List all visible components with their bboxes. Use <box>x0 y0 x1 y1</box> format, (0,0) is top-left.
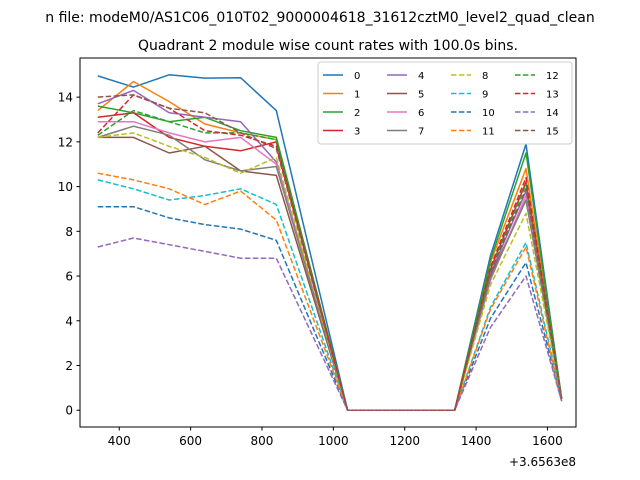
y-tick-label: 6 <box>65 270 73 284</box>
y-tick-label: 4 <box>65 314 73 328</box>
x-tick-label: 1000 <box>318 434 349 448</box>
legend-label-10: 10 <box>482 108 495 119</box>
legend-label-1: 1 <box>354 90 360 101</box>
legend-label-0: 0 <box>354 71 360 82</box>
chart-title: Quadrant 2 module wise count rates with … <box>138 38 518 54</box>
legend-label-8: 8 <box>482 71 488 82</box>
x-tick-label: 400 <box>108 434 131 448</box>
axes-frame <box>79 57 577 428</box>
x-tick-label: 800 <box>251 434 274 448</box>
y-tick-label: 0 <box>65 404 73 418</box>
y-tick-label: 8 <box>65 225 73 239</box>
legend-label-11: 11 <box>482 127 495 138</box>
x-tick-label: 600 <box>179 434 202 448</box>
legend-label-4: 4 <box>418 71 424 82</box>
legend-label-15: 15 <box>546 127 559 138</box>
legend-box <box>317 61 573 145</box>
y-tick-label: 10 <box>58 180 73 194</box>
series-line-15 <box>97 94 563 411</box>
x-tick-label: 1600 <box>532 434 563 448</box>
x-tick-label: 1400 <box>461 434 492 448</box>
legend-label-13: 13 <box>546 90 559 101</box>
legend-label-9: 9 <box>482 90 488 101</box>
legend-label-2: 2 <box>354 108 360 119</box>
legend-label-14: 14 <box>546 108 559 119</box>
series-layer <box>97 74 563 411</box>
y-tick-label: 12 <box>58 135 73 149</box>
legend-label-12: 12 <box>546 71 559 82</box>
legend-label-5: 5 <box>418 90 424 101</box>
x-tick-label: 1200 <box>389 434 420 448</box>
legend-label-3: 3 <box>354 127 360 138</box>
y-tick-label: 14 <box>58 91 73 105</box>
legend-label-6: 6 <box>418 108 424 119</box>
y-tick-label: 2 <box>65 359 73 373</box>
x-axis: 400 600 800 1000 1200 1400 1600 <box>108 427 563 448</box>
figure-suptitle: n file: modeM0/AS1C06_010T02_9000004618_… <box>45 10 594 26</box>
y-axis: 0 2 4 6 8 10 12 14 <box>58 91 80 418</box>
legend-label-7: 7 <box>418 127 424 138</box>
x-axis-offset-label: +3.6563e8 <box>509 455 576 469</box>
